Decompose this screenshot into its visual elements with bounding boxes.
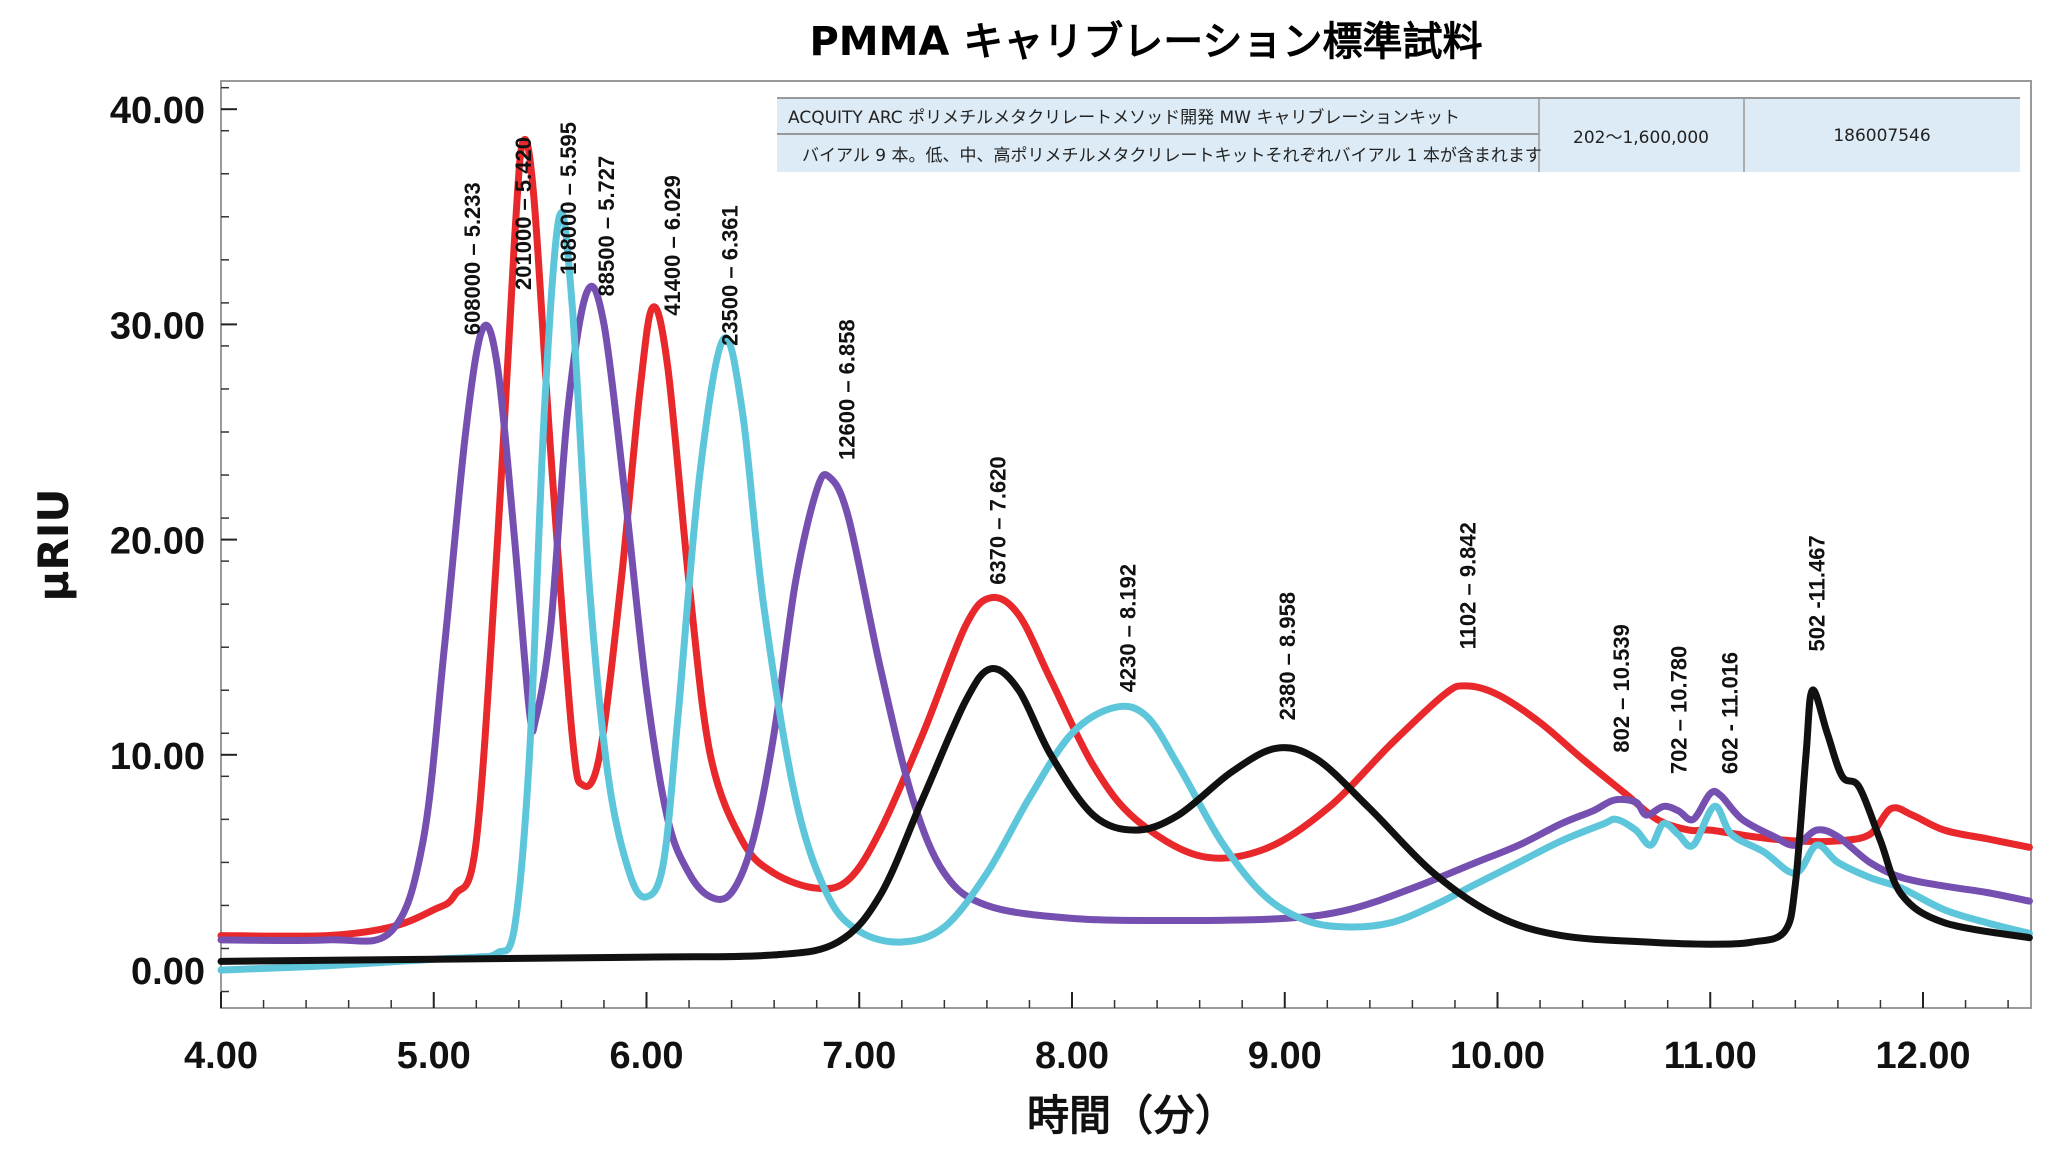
peak-label: 608000 – 5.233 xyxy=(460,182,485,335)
axes: 4.00 5.00 6.00 7.00 8.00 9.00 10.00 11.00 12.00 0… xyxy=(110,86,2009,1077)
peak-label: 23500 – 6.361 xyxy=(717,205,742,346)
y-tick-label: 20.00 xyxy=(110,521,205,563)
table-product-name: ACQUITY ARC ポリメチルメタクリレートメソッド開発 MW キャリブレー… xyxy=(788,107,1460,128)
series-line-cyan xyxy=(217,209,2033,974)
x-tick-label: 4.00 xyxy=(184,1035,258,1077)
plot-frame xyxy=(220,80,2032,1009)
x-tick-label: 8.00 xyxy=(1035,1035,1109,1077)
series-lines xyxy=(217,135,2033,974)
peak-label: 1102 – 9.842 xyxy=(1456,522,1481,649)
peak-label: 802 – 10.539 xyxy=(1609,624,1634,752)
series-line-red xyxy=(217,135,2033,940)
x-tick-label: 10.00 xyxy=(1450,1035,1545,1077)
peak-label: 2380 – 8.958 xyxy=(1275,592,1300,720)
series-line-black xyxy=(217,665,2033,965)
x-tick-label: 12.00 xyxy=(1875,1035,1970,1077)
table-mw-range: 202～1,600,000 xyxy=(1573,128,1709,148)
x-tick-label: 11.00 xyxy=(1664,1035,1757,1077)
x-tick-label: 7.00 xyxy=(822,1035,896,1077)
peak-label: 6370 – 7.620 xyxy=(986,456,1011,584)
peak-label: 108000 – 5.595 xyxy=(556,122,581,275)
peak-label: 88500 – 5.727 xyxy=(594,156,619,297)
peak-label: 12600 – 6.858 xyxy=(834,319,859,460)
y-tick-label: 10.00 xyxy=(110,736,205,778)
series-line-purple xyxy=(217,282,2033,945)
peak-annotations: 608000 – 5.233 201000 – 5.420 108000 – 5.5… xyxy=(460,122,1830,774)
y-tick-label: 0.00 xyxy=(131,951,205,993)
peak-label: 702 – 10.780 xyxy=(1666,646,1691,774)
peak-label: 502 -11.467 xyxy=(1805,535,1830,651)
peak-label: 201000 – 5.420 xyxy=(511,137,536,290)
peak-label: 41400 – 6.029 xyxy=(660,175,685,316)
x-tick-label: 5.00 xyxy=(397,1035,471,1077)
y-tick-label: 30.00 xyxy=(110,305,205,347)
y-tick-label: 40.00 xyxy=(110,90,205,132)
table-part-number: 186007546 xyxy=(1833,126,1930,146)
x-axis-label: 時間（分） xyxy=(1027,1091,1237,1140)
table-description: バイアル 9 本。低、中、高ポリメチルメタクリレートキットそれぞれバイアル 1 … xyxy=(802,146,1542,166)
chart-title: PMMA キャリブレーション標準試料 xyxy=(809,19,1482,65)
legend-table: ACQUITY ARC ポリメチルメタクリレートメソッド開発 MW キャリブレー… xyxy=(777,97,2020,172)
y-axis-label: µRIU xyxy=(29,489,78,602)
x-tick-label: 9.00 xyxy=(1248,1035,1322,1077)
x-tick-label: 6.00 xyxy=(610,1035,684,1077)
peak-label: 602 - 11.016 xyxy=(1717,652,1742,774)
peak-label: 4230 – 8.192 xyxy=(1115,564,1140,692)
